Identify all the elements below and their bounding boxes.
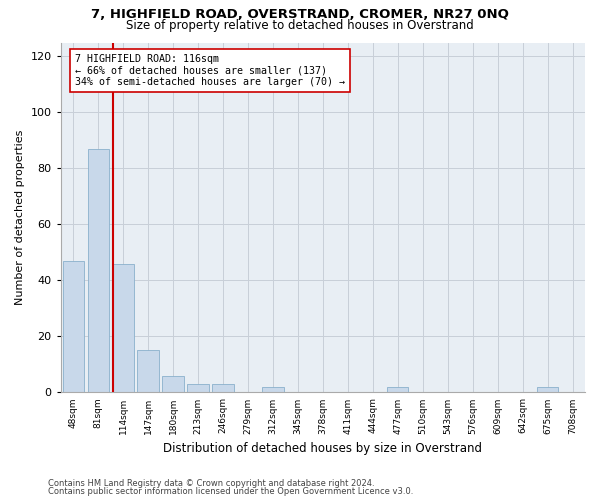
- Bar: [387, 387, 409, 392]
- Text: Contains HM Land Registry data © Crown copyright and database right 2024.: Contains HM Land Registry data © Crown c…: [48, 478, 374, 488]
- Bar: [163, 376, 184, 392]
- X-axis label: Distribution of detached houses by size in Overstrand: Distribution of detached houses by size …: [163, 442, 482, 455]
- Bar: [137, 350, 159, 393]
- Bar: [262, 387, 284, 392]
- Bar: [537, 387, 558, 392]
- Bar: [62, 261, 84, 392]
- Bar: [212, 384, 233, 392]
- Y-axis label: Number of detached properties: Number of detached properties: [15, 130, 25, 305]
- Text: 7 HIGHFIELD ROAD: 116sqm
← 66% of detached houses are smaller (137)
34% of semi-: 7 HIGHFIELD ROAD: 116sqm ← 66% of detach…: [75, 54, 345, 87]
- Bar: [187, 384, 209, 392]
- Text: Size of property relative to detached houses in Overstrand: Size of property relative to detached ho…: [126, 18, 474, 32]
- Text: Contains public sector information licensed under the Open Government Licence v3: Contains public sector information licen…: [48, 487, 413, 496]
- Text: 7, HIGHFIELD ROAD, OVERSTRAND, CROMER, NR27 0NQ: 7, HIGHFIELD ROAD, OVERSTRAND, CROMER, N…: [91, 8, 509, 20]
- Bar: [113, 264, 134, 392]
- Bar: [88, 149, 109, 392]
